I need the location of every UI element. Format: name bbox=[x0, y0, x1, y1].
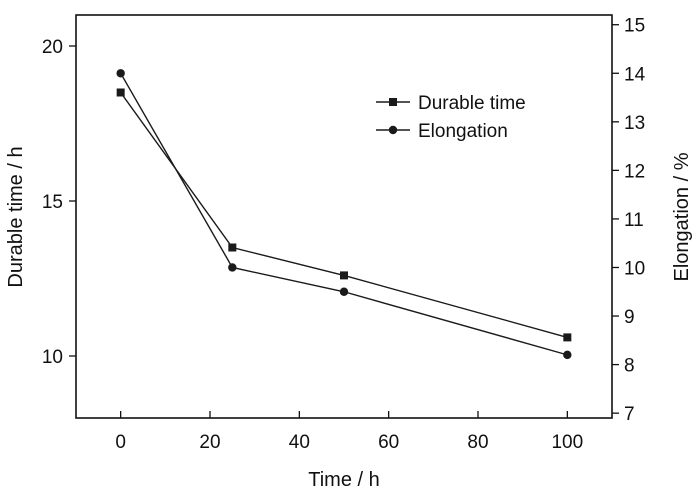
durable-time-point bbox=[116, 88, 125, 97]
legend-durable-time-marker bbox=[389, 98, 397, 106]
legend-elongation-marker bbox=[388, 125, 398, 135]
x-tick-label: 0 bbox=[115, 432, 126, 453]
plot-frame bbox=[75, 14, 613, 419]
x-tick-label: 20 bbox=[199, 432, 220, 453]
series-group bbox=[116, 69, 572, 360]
legend-durable-time-label: Durable time bbox=[418, 93, 526, 114]
y-right-tick-label: 8 bbox=[624, 356, 635, 377]
y-right-tick-label: 9 bbox=[624, 307, 635, 328]
y-right-tick-label: 14 bbox=[624, 64, 646, 85]
x-axis-title: Time / h bbox=[308, 469, 380, 491]
elongation-line bbox=[120, 72, 568, 356]
elongation-point bbox=[228, 263, 237, 272]
legend: Durable time Elongation bbox=[376, 93, 526, 142]
elongation-point bbox=[563, 350, 572, 360]
x-tick-label: 80 bbox=[467, 432, 488, 453]
y-right-tick-label: 12 bbox=[624, 161, 645, 182]
legend-elongation-label: Elongation bbox=[418, 121, 508, 142]
y-axis-right-title: Elongation / % bbox=[671, 152, 693, 281]
y-axis-right: 7 8 9 10 11 12 13 14 15 bbox=[612, 16, 646, 425]
y-right-tick-label: 15 bbox=[624, 16, 645, 37]
durable-time-point bbox=[228, 243, 237, 252]
y-axis-left-title: Durable time / h bbox=[5, 146, 27, 287]
y-axis-left: 10 15 20 bbox=[42, 37, 76, 368]
x-tick-label: 40 bbox=[289, 432, 310, 453]
x-tick-label: 100 bbox=[551, 432, 583, 453]
y-right-tick-label: 11 bbox=[624, 210, 644, 231]
y-left-tick-label: 15 bbox=[42, 192, 63, 213]
elongation-point bbox=[116, 69, 125, 78]
x-axis: 0 20 40 60 80 100 bbox=[115, 411, 583, 453]
y-right-tick-label: 7 bbox=[624, 404, 635, 425]
durable-time-point bbox=[340, 271, 348, 280]
y-left-tick-label: 20 bbox=[42, 37, 63, 58]
elongation-point bbox=[339, 287, 349, 296]
y-left-tick-label: 10 bbox=[42, 347, 63, 368]
durable-time-point bbox=[563, 333, 572, 342]
x-tick-label: 60 bbox=[378, 432, 399, 453]
y-right-tick-label: 13 bbox=[624, 113, 645, 134]
y-right-tick-label: 10 bbox=[624, 258, 645, 279]
